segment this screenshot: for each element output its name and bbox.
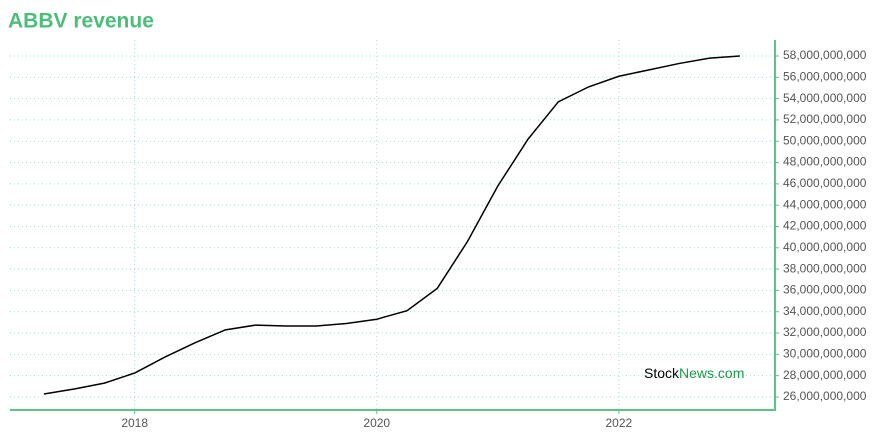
- y-tick-label: 44,000,000,000: [783, 197, 867, 211]
- y-tick-label: 58,000,000,000: [783, 48, 867, 62]
- watermark: StockNews.com: [644, 365, 744, 381]
- x-tick-label: 2018: [121, 416, 148, 430]
- x-tick-label: 2022: [606, 416, 633, 430]
- y-tick-label: 52,000,000,000: [783, 112, 867, 126]
- y-tick-label: 54,000,000,000: [783, 91, 867, 105]
- line-series: [43, 55, 740, 395]
- y-tick-label: 40,000,000,000: [783, 240, 867, 254]
- watermark-part: Stock: [644, 365, 680, 381]
- y-tick-label: 30,000,000,000: [783, 347, 867, 361]
- y-tick-label: 50,000,000,000: [783, 133, 867, 147]
- y-tick-label: 38,000,000,000: [783, 261, 867, 275]
- y-tick-label: 34,000,000,000: [783, 304, 867, 318]
- watermark-part: News.com: [679, 365, 744, 381]
- y-tick-label: 26,000,000,000: [783, 389, 867, 403]
- y-tick-label: 46,000,000,000: [783, 176, 867, 190]
- x-tick-label: 2020: [363, 416, 390, 430]
- y-tick-label: 56,000,000,000: [783, 69, 867, 83]
- y-tick-label: 48,000,000,000: [783, 155, 867, 169]
- y-tick-label: 32,000,000,000: [783, 325, 867, 339]
- y-tick-label: 36,000,000,000: [783, 283, 867, 297]
- y-tick-label: 28,000,000,000: [783, 368, 867, 382]
- chart-title: ABBV revenue: [8, 10, 154, 33]
- y-tick-label: 42,000,000,000: [783, 219, 867, 233]
